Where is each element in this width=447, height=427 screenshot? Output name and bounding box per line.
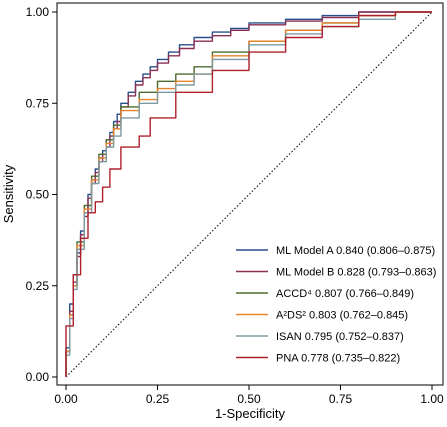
legend: ML Model A 0.840 (0.806–0.875) ML Model B… (236, 245, 436, 365)
x-tick-label: 0.25 (146, 392, 170, 406)
legend-entry: A²DS² 0.803 (0.762–0.845) (276, 310, 408, 322)
reference-diagonal-line (65, 11, 433, 378)
x-tick-label: 1.00 (420, 392, 444, 406)
y-axis: 0.00 0.25 0.50 0.75 1.00 (26, 5, 57, 384)
legend-entry: ACCD⁴ 0.807 (0.766–0.849) (276, 288, 414, 300)
x-tick-label: 0.75 (329, 392, 353, 406)
y-tick-label: 0.75 (26, 96, 50, 110)
y-tick-label: 1.00 (26, 5, 50, 19)
legend-entry: ML Model B 0.828 (0.793–0.863) (276, 267, 436, 279)
x-axis: 0.00 0.25 0.50 0.75 1.00 (54, 385, 444, 406)
roc-curve-6 (65, 11, 432, 377)
y-tick-label: 0.25 (26, 279, 50, 293)
legend-entry: PNA 0.778 (0.735–0.822) (276, 353, 400, 365)
legend-entry: ISAN 0.795 (0.752–0.837) (276, 331, 404, 343)
y-axis-label: Sensitivity (1, 164, 16, 223)
y-tick-label: 0.00 (26, 370, 50, 384)
x-tick-label: 0.50 (237, 392, 261, 406)
legend-entry: ML Model A 0.840 (0.806–0.875) (276, 245, 435, 257)
x-tick-label: 0.00 (54, 392, 78, 406)
roc-curve-5 (65, 11, 432, 377)
reference-line-layer (65, 11, 433, 378)
y-tick-label: 0.50 (26, 188, 50, 202)
series-layer (65, 11, 432, 377)
x-axis-label: 1-Specificity (215, 406, 286, 421)
